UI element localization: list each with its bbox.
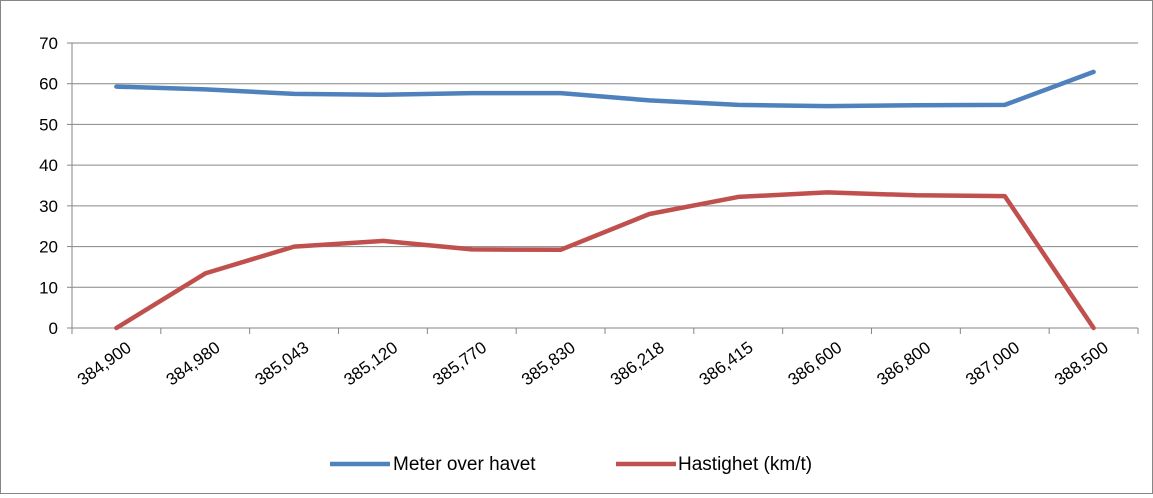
y-tick-label: 20: [39, 238, 58, 257]
x-tick-label: 385,770: [429, 338, 490, 389]
series-line-2: [116, 192, 1093, 328]
x-tick-label: 385,043: [252, 338, 313, 389]
series-lines: [116, 72, 1093, 328]
y-tick-label: 50: [39, 115, 58, 134]
y-tick-label: 70: [39, 34, 58, 53]
x-tick-label: 387,000: [962, 338, 1023, 389]
x-tick-label: 386,218: [607, 338, 668, 389]
legend-label: Meter over havet: [393, 454, 536, 475]
gridlines: [72, 43, 1138, 328]
x-tick-label: 386,800: [873, 338, 934, 389]
y-tick-label: 0: [49, 319, 58, 338]
x-tick-label: 384,980: [163, 338, 224, 389]
y-axis: 0 10 20 30 40 50 60 70: [39, 34, 72, 338]
y-tick-label: 40: [39, 156, 58, 175]
legend: Meter over havet Hastighet (km/t): [330, 454, 812, 475]
x-tick-label: 385,830: [518, 338, 579, 389]
y-tick-label: 10: [39, 278, 58, 297]
y-tick-label: 60: [39, 75, 58, 94]
x-axis: 384,900 384,980 385,043 385,120 385,770 385,8…: [72, 328, 1138, 389]
x-tick-label: 385,120: [340, 338, 401, 389]
x-tick-label: 384,900: [74, 338, 135, 389]
x-tick-label: 386,415: [696, 338, 757, 389]
series-line-1: [116, 72, 1093, 106]
y-tick-label: 30: [39, 197, 58, 216]
x-tick-label: 386,600: [785, 338, 846, 389]
x-tick-label: 388,500: [1051, 338, 1112, 389]
legend-label: Hastighet (km/t): [678, 454, 812, 475]
